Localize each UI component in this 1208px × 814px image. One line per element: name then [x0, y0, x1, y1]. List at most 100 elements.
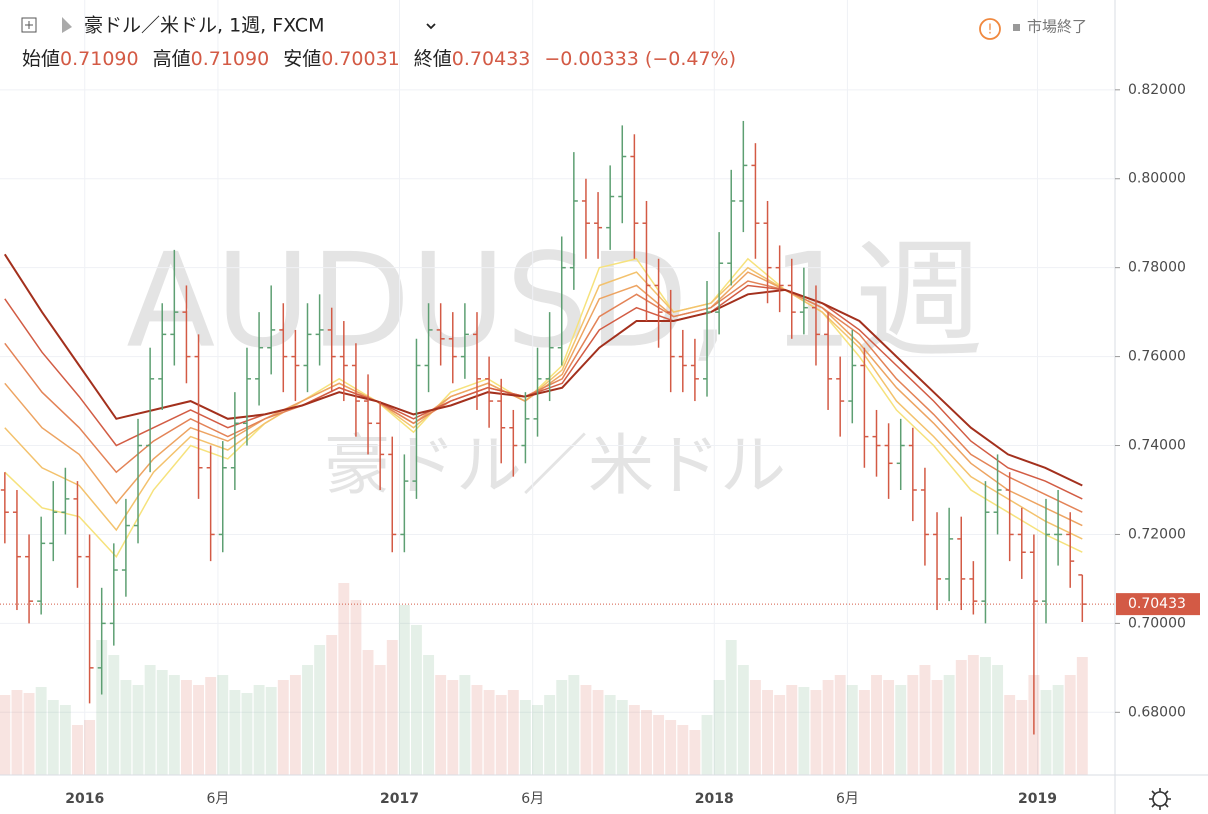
volume-bar	[144, 665, 156, 775]
volume-bar	[338, 583, 350, 775]
symbol-title[interactable]: 豪ドル／米ドル, 1週, FXCM	[84, 15, 324, 37]
expand-icon[interactable]	[21, 17, 37, 33]
change: −0.00333 (−0.47%)	[544, 48, 736, 70]
volume-bar	[180, 680, 192, 775]
volume-bar	[132, 685, 144, 775]
volume-bar	[725, 640, 737, 775]
volume-bar	[350, 600, 362, 775]
flag-icon[interactable]	[62, 17, 72, 33]
volume-bar	[858, 690, 870, 775]
volume-bar	[11, 690, 23, 775]
volume-bar	[447, 680, 459, 775]
volume-bar	[810, 690, 822, 775]
expand-icon[interactable]	[25, 21, 33, 29]
settings-icon[interactable]	[1152, 791, 1168, 807]
volume-bar	[59, 705, 71, 775]
volume-bar	[641, 710, 652, 775]
volume-bar	[967, 655, 979, 775]
volume-bar	[786, 685, 798, 775]
volume-bar	[23, 693, 35, 775]
stat-label: 安値	[283, 48, 321, 70]
volume-bar	[713, 680, 725, 775]
y-tick-label: 0.78000	[1128, 260, 1186, 276]
y-tick-label: 0.82000	[1128, 82, 1186, 98]
volume-bar	[568, 675, 580, 775]
volume-bar	[411, 625, 422, 775]
volume-bar	[992, 665, 1004, 775]
volume-bar	[96, 640, 108, 775]
volume-bar	[556, 680, 568, 775]
volume-bar	[980, 657, 991, 775]
moving-average	[4, 266, 1083, 540]
plot	[0, 0, 1115, 775]
stat-value: 0.70031	[321, 48, 400, 70]
y-tick-label: 0.70000	[1128, 615, 1186, 631]
stat-label: 高値	[153, 48, 191, 70]
volume-bar	[302, 665, 313, 775]
volume-bar	[1052, 685, 1064, 775]
dropdown-icon[interactable]	[426, 23, 436, 30]
volume-bar	[1040, 690, 1052, 775]
ohlc-stats: 始値0.71090 高値0.71090 安値0.70031 終値0.70433 −0.0…	[22, 48, 736, 70]
volume-bar	[701, 715, 713, 775]
volume-bar	[253, 685, 265, 775]
volume-bar	[72, 725, 83, 775]
moving-average	[4, 280, 1083, 513]
volume-bar	[205, 677, 217, 775]
y-tick-label: 0.68000	[1128, 704, 1186, 720]
volume-bar	[737, 665, 749, 775]
volume-bar	[604, 695, 616, 775]
volume-bar	[84, 720, 96, 775]
volume-bar	[749, 680, 761, 775]
volume-bar	[495, 695, 507, 775]
volume-bar	[386, 640, 398, 775]
volume-bar	[374, 665, 386, 775]
volume-bar	[592, 690, 604, 775]
moving-average	[4, 257, 1083, 558]
x-tick-label: 2018	[695, 791, 734, 807]
settings-icon[interactable]	[1149, 788, 1171, 810]
volume-bar	[519, 700, 531, 775]
stat-value: 0.70433	[452, 48, 531, 70]
volume-bar	[762, 690, 773, 775]
x-tick-label: 2019	[1018, 791, 1057, 807]
volume-bar	[834, 675, 846, 775]
volume-bar	[689, 730, 701, 775]
volume-bar	[677, 725, 689, 775]
watermark-symbol: AUDUSD, 1週	[126, 225, 983, 377]
volume-bar	[943, 675, 955, 775]
volume-bar	[362, 650, 374, 775]
x-tick-label: 6月	[206, 791, 229, 807]
volume-bar	[289, 675, 301, 775]
volume-bar	[907, 675, 919, 775]
last-price-label: 0.70433	[1128, 596, 1186, 612]
x-tick-label: 2016	[65, 791, 104, 807]
volume-bar	[1016, 700, 1028, 775]
volume-bar	[871, 675, 882, 775]
stat-value: 0.71090	[191, 48, 270, 70]
volume-bar	[168, 675, 180, 775]
volume-bar	[314, 645, 326, 775]
volume-bar	[423, 655, 435, 775]
volume-bar	[822, 680, 834, 775]
settings-icon[interactable]	[1149, 788, 1171, 810]
stat-label: 始値	[22, 48, 60, 70]
x-tick-label: 6月	[836, 791, 859, 807]
volume-bar	[241, 693, 253, 775]
moving-average	[3, 253, 1083, 487]
volume-bar	[883, 680, 895, 775]
volume-bar	[1004, 695, 1016, 775]
volume-bar	[471, 685, 483, 775]
alert-icon[interactable]	[979, 18, 1001, 40]
market-status: 市場終了	[1027, 18, 1087, 36]
volume-bar	[919, 665, 931, 775]
volume-bar	[544, 695, 556, 775]
y-tick-label: 0.72000	[1128, 526, 1186, 542]
volume-bar	[955, 660, 967, 775]
stat-label: 終値	[414, 48, 452, 70]
volume-bar	[217, 675, 229, 775]
volume-bar	[653, 715, 665, 775]
volume-bar	[628, 705, 640, 775]
alert-icon: !	[987, 23, 992, 38]
